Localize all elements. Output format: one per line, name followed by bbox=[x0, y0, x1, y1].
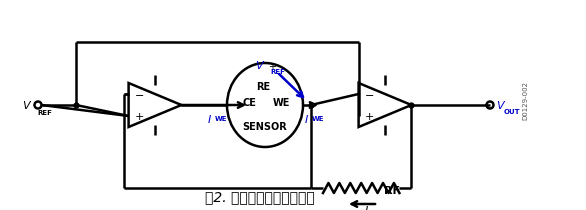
Text: D0129-002: D0129-002 bbox=[522, 80, 528, 119]
Text: REF: REF bbox=[37, 110, 52, 116]
Text: REF: REF bbox=[270, 69, 285, 75]
Text: $V$: $V$ bbox=[255, 59, 265, 71]
Text: CE: CE bbox=[242, 98, 256, 108]
Text: $+$: $+$ bbox=[268, 62, 278, 72]
Text: $I$: $I$ bbox=[304, 113, 308, 125]
Text: $-$: $-$ bbox=[363, 89, 374, 99]
Text: $-$: $-$ bbox=[134, 89, 144, 99]
Text: $I$: $I$ bbox=[206, 113, 212, 125]
Text: $+$: $+$ bbox=[134, 110, 144, 122]
Text: $I$: $I$ bbox=[363, 204, 369, 210]
Text: RF: RF bbox=[384, 186, 400, 196]
Text: $V$: $V$ bbox=[496, 99, 506, 111]
Text: $+$: $+$ bbox=[363, 110, 374, 122]
Text: WE: WE bbox=[272, 98, 289, 108]
Text: 图2. 简化电化学传感器电路: 图2. 简化电化学传感器电路 bbox=[205, 190, 315, 204]
Text: OUT: OUT bbox=[504, 109, 520, 115]
Text: WE: WE bbox=[215, 116, 227, 122]
Text: $V$: $V$ bbox=[22, 99, 32, 111]
Text: WE: WE bbox=[312, 116, 325, 122]
Text: RE: RE bbox=[256, 82, 270, 92]
Text: SENSOR: SENSOR bbox=[243, 122, 287, 132]
